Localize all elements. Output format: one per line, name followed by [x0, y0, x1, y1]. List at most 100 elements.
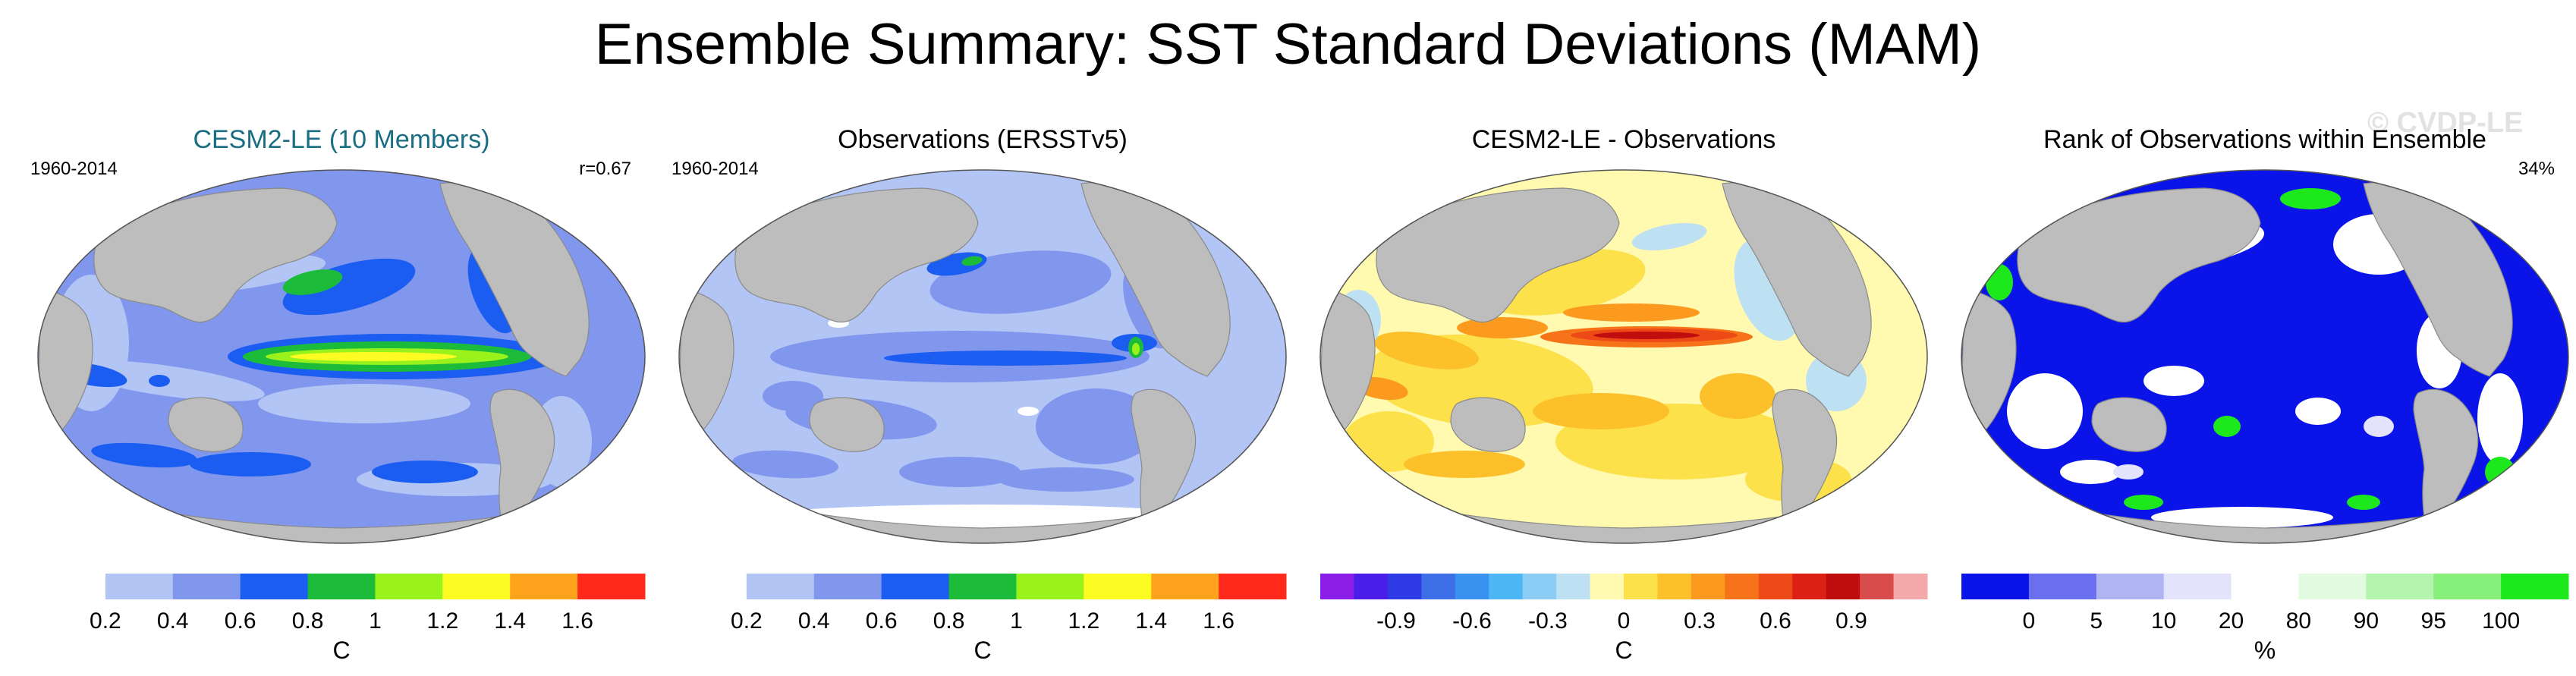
colorbar-swatch	[1522, 574, 1557, 599]
sst-contour-region	[1700, 373, 1776, 419]
colorbar-tick-label: 90	[2354, 608, 2379, 634]
colorbar-swatch	[1961, 574, 2030, 599]
colorbar-swatch	[1725, 574, 1760, 599]
sst-contour-region	[2055, 511, 2080, 524]
map-model-sd	[37, 169, 646, 544]
colorbar-swatch	[38, 574, 106, 599]
continent-africa	[679, 289, 734, 446]
sst-contour-region	[1986, 264, 2013, 300]
continent-eurasia	[93, 187, 338, 323]
colorbar-obs-sd: 0.2 0.4 0.6 0.8 1 1.2 1.4 1.6 C	[679, 574, 1287, 664]
panel-title: Rank of Observations within Ensemble	[2043, 125, 2486, 154]
sst-contour-region	[1018, 407, 1039, 416]
sst-contour-region	[190, 452, 311, 476]
colorbar-tick-label: 1.6	[1203, 608, 1235, 634]
colorbar-swatch	[1320, 574, 1354, 599]
colorbar-tick-label: 1.2	[1068, 608, 1099, 634]
colorbar-tick-label: 20	[2219, 608, 2244, 634]
colorbar-swatch	[375, 574, 443, 599]
continent-greenland	[1832, 175, 1879, 225]
continent-australia	[809, 397, 885, 452]
colorbar-tick-label: 1.4	[494, 608, 526, 634]
colorbar-tick-label: -0.9	[1376, 608, 1416, 634]
sst-contour-region	[1563, 303, 1700, 322]
sst-contour-region	[1593, 332, 1700, 339]
continent-greenland	[2473, 175, 2521, 225]
colorbar-tick-label: 1.2	[426, 608, 458, 634]
colorbar-swatch	[1219, 574, 1287, 599]
colorbar-swatch	[1455, 574, 1489, 599]
map-outline	[678, 169, 1287, 544]
colorbar-tick-label: 0.8	[933, 608, 965, 634]
colorbar-model-sd: 0.2 0.4 0.6 0.8 1 1.2 1.4 1.6 C	[38, 574, 646, 664]
colorbar-swatch	[577, 574, 646, 599]
colorbar-difference: -0.9 -0.6 -0.3 0 0.3 0.6 0.9 C	[1320, 574, 1928, 664]
map-obs-sd	[678, 169, 1287, 544]
colorbar-swatch	[1691, 574, 1725, 599]
sst-contour-region	[2144, 366, 2204, 396]
continent-africa	[1961, 289, 2017, 446]
colorbar-tick-label: 0.8	[292, 608, 324, 634]
map-difference	[1319, 169, 1928, 544]
sst-contour-region	[1457, 317, 1548, 338]
sst-contour-region	[2364, 416, 2394, 437]
colorbar-swatch	[746, 574, 815, 599]
continent-australia	[1450, 397, 1526, 452]
colorbar-tick-label: 10	[2151, 608, 2176, 634]
sst-contour-region	[2213, 416, 2241, 437]
colorbar-swatch	[1893, 574, 1928, 599]
colorbar-tick-label: 1.4	[1135, 608, 1167, 634]
sst-contour-region	[258, 384, 470, 423]
watermark: © CVDP-LE	[2367, 107, 2524, 139]
continent-greenland	[1190, 175, 1238, 225]
sst-contour-region	[2295, 398, 2341, 425]
colorbar-swatch	[1826, 574, 1860, 599]
colorbar-tick-label: 0	[2023, 608, 2036, 634]
continent-eurasia	[1376, 187, 1620, 323]
colorbar-swatch	[1151, 574, 1219, 599]
colorbar-swatch	[2163, 574, 2232, 599]
colorbar-tick-label: -0.6	[1452, 608, 1492, 634]
colorbar-tick-label: 0.6	[1760, 608, 1791, 634]
colorbar-swatch	[679, 574, 747, 599]
sst-contour-region	[998, 467, 1134, 492]
colorbar-unit-label: C	[1615, 637, 1632, 664]
sst-contour-region	[2007, 373, 2083, 449]
continent-eurasia	[2017, 187, 2261, 323]
colorbar-swatch	[1084, 574, 1152, 599]
colorbar-tick-label: 1.6	[561, 608, 593, 634]
colorbar-tick-label: 1	[369, 608, 382, 634]
colorbar-tick-label: 0.3	[1684, 608, 1716, 634]
continent-greenland	[549, 175, 597, 225]
colorbar-swatch	[1016, 574, 1084, 599]
colorbar-swatch	[1354, 574, 1389, 599]
sst-contour-region	[2477, 373, 2523, 464]
colorbar-swatch	[1860, 574, 1895, 599]
panel-title: CESM2-LE (10 Members)	[193, 125, 490, 154]
colorbar-swatch	[105, 574, 174, 599]
colorbar-swatch	[1590, 574, 1625, 599]
colorbar-swatch	[240, 574, 309, 599]
sst-contour-region	[2113, 464, 2144, 479]
colorbar-swatch	[172, 574, 241, 599]
colorbar-swatch	[813, 574, 882, 599]
sst-contour-region	[899, 457, 1021, 487]
colorbar-tick-label: 0.6	[225, 608, 256, 634]
sst-contour-region	[91, 442, 197, 468]
sst-contour-region	[1631, 223, 1707, 250]
sst-contour-region	[1533, 393, 1669, 429]
colorbar-tick-label: 0.4	[798, 608, 830, 634]
colorbar-swatch	[307, 574, 376, 599]
map-rank	[1961, 169, 2569, 544]
panel-title: CESM2-LE - Observations	[1471, 125, 1776, 154]
sst-contour-region	[533, 186, 553, 200]
sst-contour-region	[961, 256, 983, 266]
colorbar-swatch	[1792, 574, 1827, 599]
colorbar-rank: 0 5 10 20 80 90 95 100%	[1961, 574, 2569, 664]
map-outline	[1319, 169, 1928, 544]
sst-contour-region	[2060, 460, 2121, 484]
sst-contour-region	[538, 189, 549, 197]
sst-contour-region	[149, 375, 170, 387]
colorbar-swatch	[1489, 574, 1524, 599]
colorbar-tick-label: 1	[1010, 608, 1023, 634]
